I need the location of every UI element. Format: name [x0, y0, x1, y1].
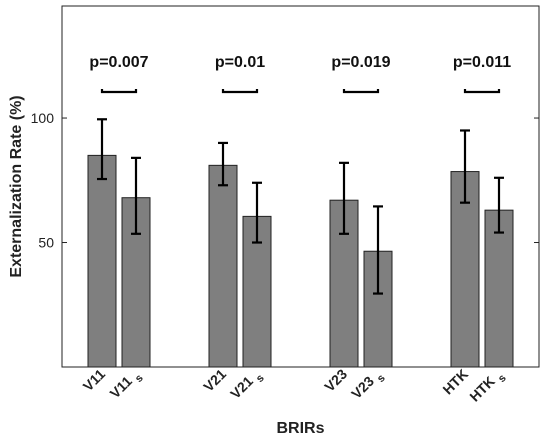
bar — [363, 250, 393, 368]
x-tick-label: HTKs — [466, 366, 508, 408]
significance-bracket — [100, 89, 138, 94]
x-tick-label: V21 — [200, 366, 229, 395]
x-tick-label-subscript: s — [133, 372, 146, 385]
significance-bracket — [221, 89, 259, 94]
plot-frame — [61, 5, 540, 368]
x-tick-label-subscript: s — [496, 372, 509, 385]
x-tick-label-subscript: s — [375, 372, 388, 385]
x-tick-label-main: V11 — [107, 373, 136, 402]
significance-label: p=0.011 — [453, 54, 511, 71]
significance-label: p=0.01 — [215, 54, 265, 71]
significance-bracket — [342, 89, 380, 94]
x-axis-label: BRIRs — [276, 420, 324, 437]
x-tick-label-main: HTK — [466, 373, 498, 405]
x-tick-label-main: V21 — [200, 366, 229, 395]
x-tick-label: V11s — [107, 366, 146, 405]
x-tick-label-main: V11 — [80, 366, 109, 395]
x-tick-label-main: V23 — [348, 373, 377, 402]
x-tick-label-subscript: s — [254, 372, 267, 385]
y-axis-label: Externalization Rate (%) — [8, 95, 25, 277]
y-tick-label: 100 — [31, 110, 55, 126]
x-tick-label: V23s — [348, 366, 388, 406]
bar — [87, 154, 117, 368]
x-tick-label-main: V23 — [321, 366, 350, 395]
y-tick-label: 50 — [38, 235, 54, 251]
bar — [208, 164, 238, 368]
x-tick-label: V21s — [227, 366, 267, 406]
significance-label: p=0.019 — [331, 54, 390, 71]
significance-bracket — [463, 89, 501, 94]
x-tick-label: V23 — [321, 366, 350, 395]
bar — [484, 209, 514, 368]
significance-label: p=0.007 — [89, 54, 148, 71]
x-tick-label-main: V21 — [227, 373, 256, 402]
x-tick-label: V11 — [80, 366, 109, 395]
